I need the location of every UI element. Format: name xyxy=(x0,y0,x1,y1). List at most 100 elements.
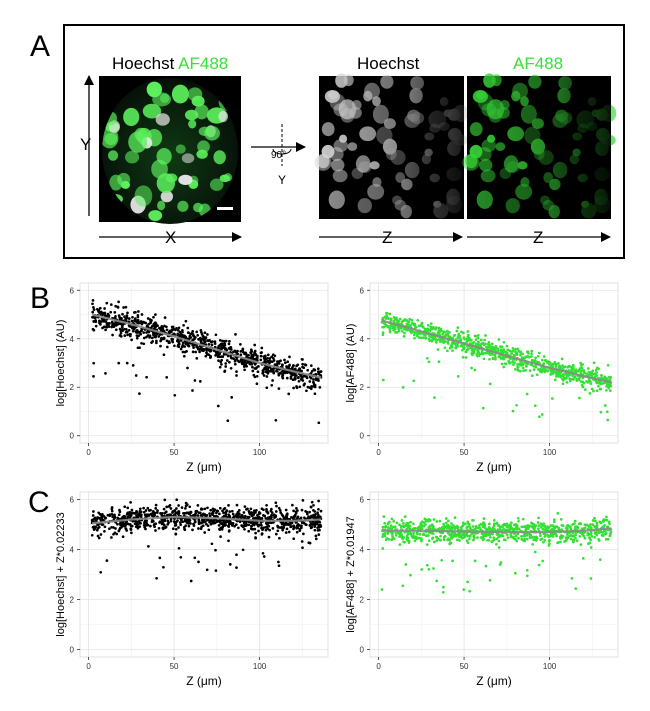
scatter-point xyxy=(516,365,519,369)
scatter-point xyxy=(139,332,143,336)
scatter-point xyxy=(144,321,148,325)
scatter-point xyxy=(516,368,519,371)
scatter-point xyxy=(92,510,95,513)
scatter-point xyxy=(400,535,404,539)
scatter-point xyxy=(560,357,564,361)
scatter-point xyxy=(468,537,471,541)
scatter-point xyxy=(133,319,136,323)
scatter-point xyxy=(193,379,197,382)
scatter-point xyxy=(386,325,390,328)
scatter-point xyxy=(243,368,246,372)
scatter-point xyxy=(235,503,239,507)
scatter-point xyxy=(575,525,579,529)
scatter-point xyxy=(507,362,511,365)
scatter-point xyxy=(169,507,173,510)
scatter-point xyxy=(586,367,590,370)
scatter-point xyxy=(272,359,276,362)
y-axis-label: log[Hoechst] + Z*0.02233 xyxy=(55,512,67,636)
scatter-point xyxy=(142,342,146,346)
scatter-point xyxy=(164,525,168,529)
scatter-point xyxy=(530,358,534,362)
scatter-point xyxy=(316,367,320,371)
scatter-point xyxy=(113,513,116,517)
scatter-point xyxy=(170,337,174,341)
scatter-point xyxy=(398,523,401,527)
scatter-point xyxy=(292,386,295,390)
scatter-point xyxy=(118,327,122,331)
scatter-point xyxy=(427,539,431,542)
scatter-point xyxy=(247,529,251,533)
scatter-point xyxy=(490,540,494,544)
scatter-point xyxy=(181,341,185,345)
scatter-point xyxy=(237,360,241,364)
nucleus-xy xyxy=(197,140,210,154)
scatter-point xyxy=(472,538,475,542)
scatter-point xyxy=(412,379,416,383)
scatter-point xyxy=(476,349,479,352)
scatter-point xyxy=(565,524,569,528)
scatter-point xyxy=(252,513,256,516)
scatter-point xyxy=(173,344,176,348)
scatter-point xyxy=(435,520,439,523)
scatter-point xyxy=(583,536,587,540)
scatter-point xyxy=(291,378,295,382)
scatter-point xyxy=(103,525,107,529)
scatter-point xyxy=(224,365,228,368)
scatter-point xyxy=(608,522,611,526)
scatter-point xyxy=(161,526,165,530)
scatter-point xyxy=(149,524,152,528)
scatter-point xyxy=(491,357,495,360)
scatter-point xyxy=(494,344,498,348)
scatter-point xyxy=(402,540,405,544)
scatter-point xyxy=(310,525,314,529)
scatter-point xyxy=(292,515,296,518)
scatter-point xyxy=(139,321,143,325)
scatter-point xyxy=(530,521,533,525)
scatter-point xyxy=(388,520,391,524)
scatter-point xyxy=(471,525,475,528)
scatter-point xyxy=(464,533,468,537)
scatter-point xyxy=(458,334,461,338)
scatter-point xyxy=(129,501,132,504)
scatter-point xyxy=(240,524,243,527)
scatter-point xyxy=(300,508,304,512)
scatter-point xyxy=(231,512,235,516)
scatter-point xyxy=(158,326,161,330)
scatter-point xyxy=(605,410,609,414)
x-tick-label: 100 xyxy=(543,662,557,671)
scatter-point xyxy=(554,363,558,367)
scatter-point xyxy=(247,515,251,519)
scatter-point xyxy=(207,343,211,346)
scatter-point xyxy=(567,369,571,372)
scatter-point xyxy=(205,514,209,517)
scatter-point xyxy=(177,333,181,337)
scatter-point xyxy=(505,344,509,348)
scatter-point xyxy=(237,526,240,530)
scatter-point xyxy=(184,342,188,346)
scatter-point xyxy=(589,523,592,526)
scatter-point xyxy=(306,368,310,372)
scatter-point xyxy=(417,525,421,529)
scatter-point xyxy=(592,372,596,376)
scatter-point xyxy=(605,515,608,519)
scatter-point xyxy=(293,378,297,381)
scatter-point xyxy=(450,522,453,525)
scatter-point xyxy=(251,369,255,373)
scatter-point xyxy=(593,516,596,520)
scatter-point xyxy=(388,330,392,334)
scatter-point xyxy=(170,328,174,331)
scatter-point xyxy=(275,504,278,508)
scatter-point xyxy=(312,503,315,507)
scatter-point xyxy=(447,519,450,523)
scatter-point xyxy=(185,517,189,521)
scatter-point xyxy=(125,316,129,320)
scatter-point xyxy=(466,541,470,545)
scatter-point xyxy=(281,376,285,380)
scatter-point xyxy=(209,356,212,359)
scatter-point xyxy=(539,522,543,526)
scatter-point xyxy=(491,353,495,356)
scatter-point xyxy=(458,539,461,542)
scatter-point xyxy=(573,522,576,525)
scatter-point xyxy=(162,565,165,569)
scatter-point xyxy=(515,403,518,407)
